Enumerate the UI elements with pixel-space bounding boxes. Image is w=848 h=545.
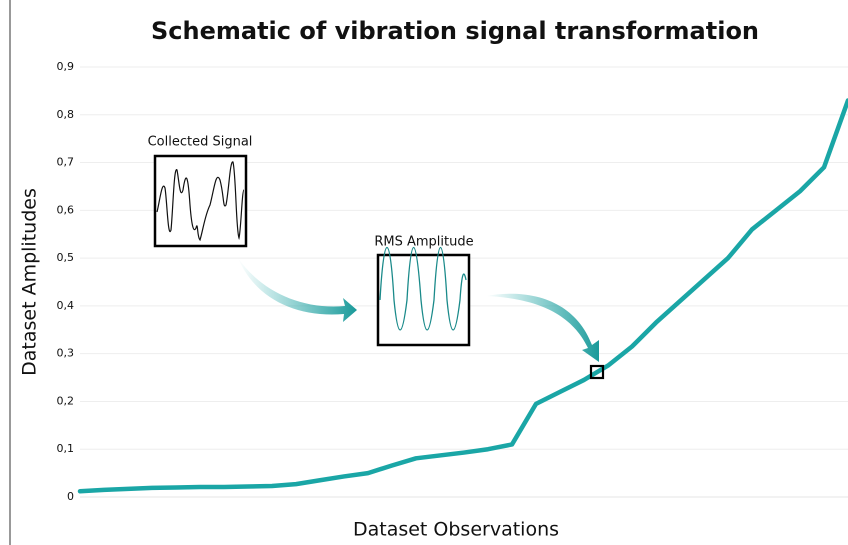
- y-tick-label: 0,4: [57, 299, 75, 312]
- y-tick-label: 0,1: [57, 442, 75, 455]
- y-tick-label: 0,3: [57, 347, 75, 360]
- y-tick-label: 0,9: [57, 60, 75, 73]
- y-axis-label: Dataset Amplitudes: [19, 188, 41, 376]
- y-tick-label: 0,2: [57, 394, 75, 407]
- arrow: [238, 258, 357, 322]
- y-tick-label: 0,5: [57, 251, 75, 264]
- highlight-box: [589, 364, 605, 380]
- data-line: [77, 98, 848, 494]
- y-tick-label: 0,6: [57, 203, 75, 216]
- annotation: RMS Amplitude: [374, 235, 473, 250]
- arrow: [486, 293, 599, 362]
- y-tick-label: 0,8: [57, 108, 75, 121]
- x-axis-label: Dataset Observations: [353, 519, 559, 541]
- annotation: Collected Signal: [148, 135, 253, 150]
- rms-wave: [379, 247, 467, 331]
- y-tick-label: 0,7: [57, 156, 75, 169]
- inset-box: [153, 154, 248, 248]
- signal-wave: [156, 161, 245, 242]
- y-tick-label: 0: [67, 490, 74, 503]
- chart-title: Schematic of vibration signal transforma…: [151, 17, 759, 45]
